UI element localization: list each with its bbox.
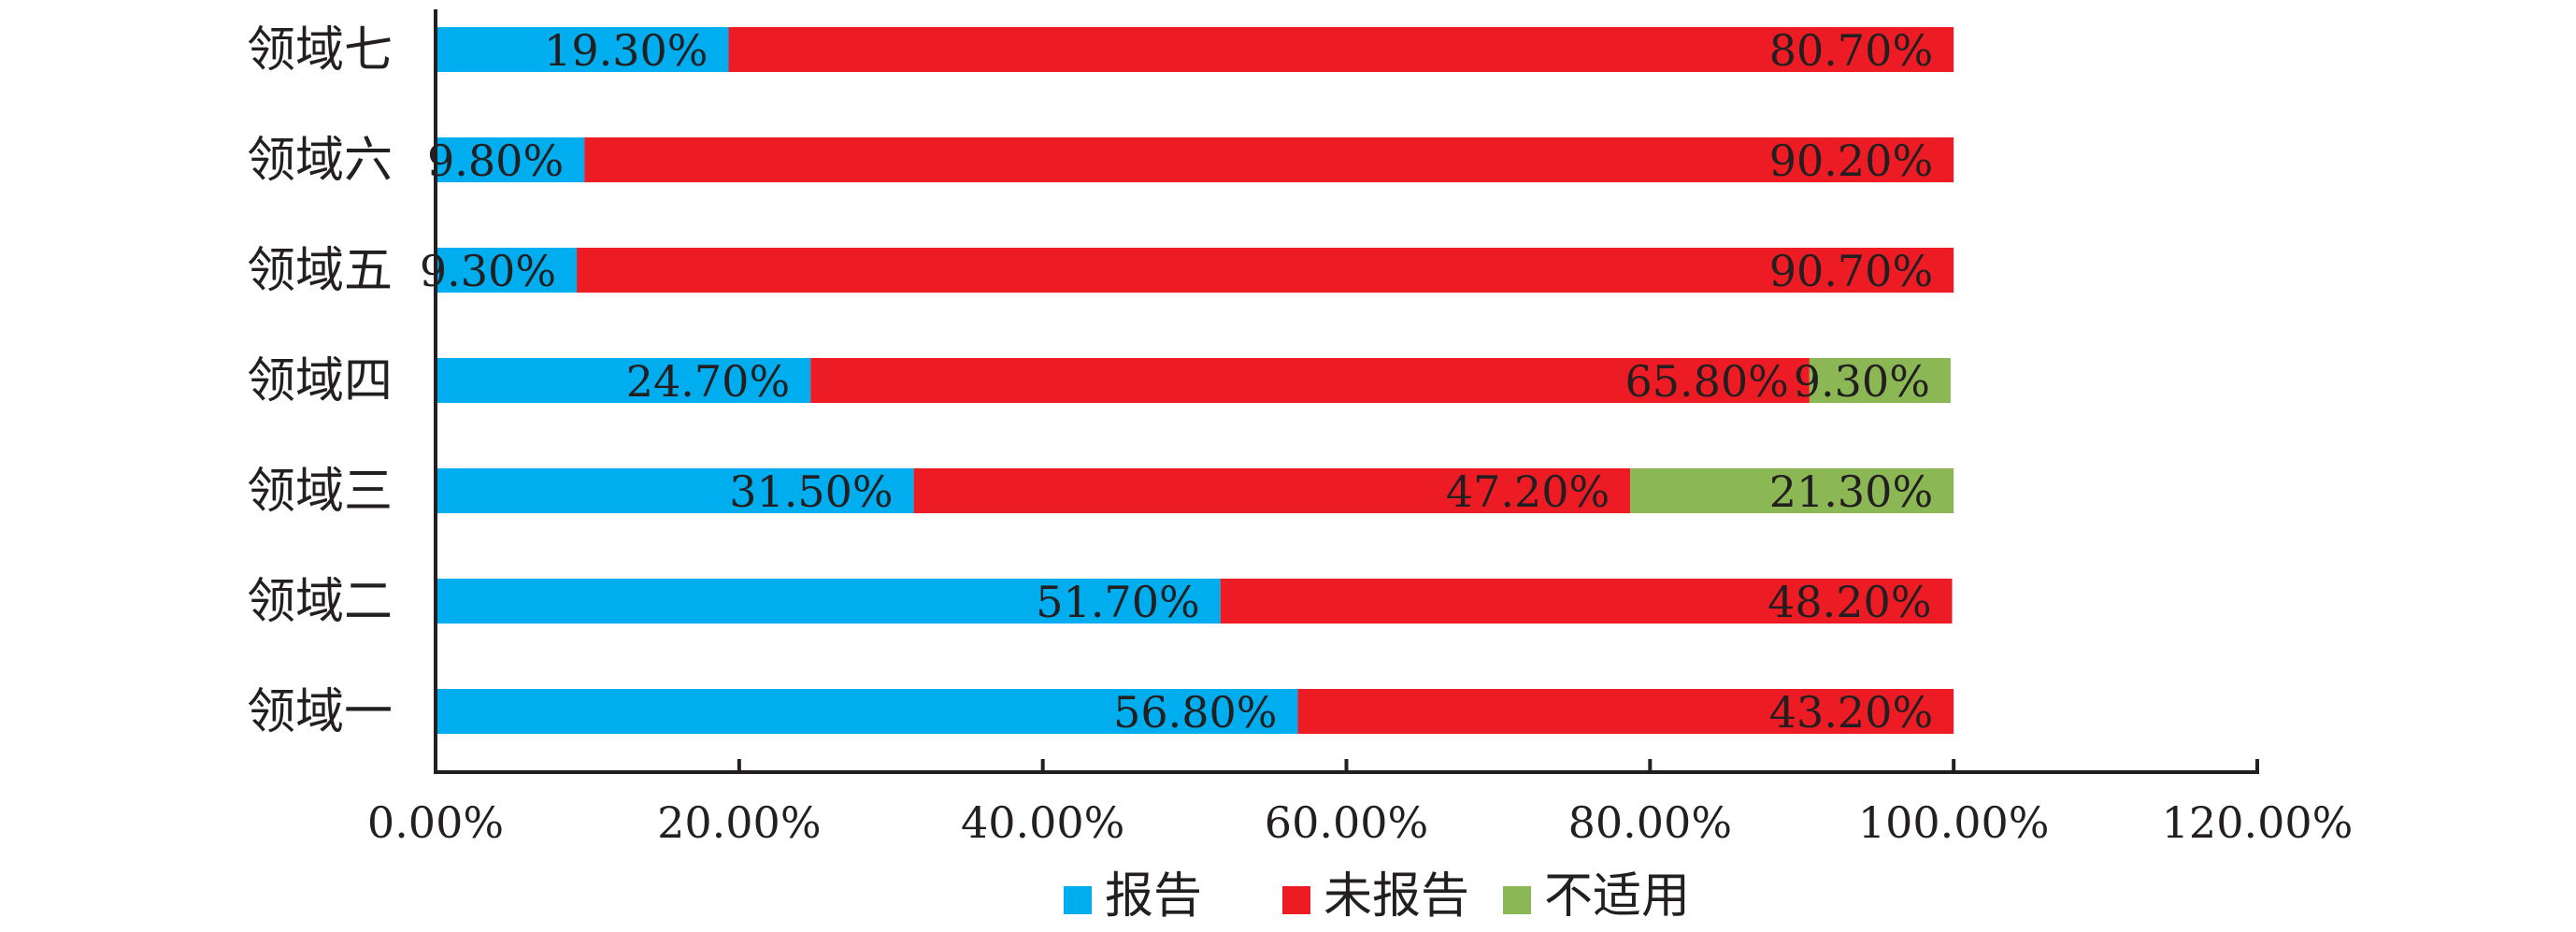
bar-segment	[810, 358, 1810, 403]
legend-item: 报告	[1064, 868, 1202, 925]
bar-segment	[1630, 468, 1954, 513]
legend-label: 未报告	[1324, 868, 1469, 925]
data-label: 51.70%	[1036, 577, 1199, 627]
bar-segment	[436, 27, 729, 72]
x-tick-label: 60.00%	[1265, 797, 1428, 848]
data-label: 47.20%	[1446, 466, 1610, 517]
data-label: 24.70%	[626, 356, 790, 407]
x-tick-label: 100.00%	[1858, 797, 2050, 848]
bar-segment	[1220, 579, 1953, 624]
legend-label: 报告	[1105, 868, 1202, 925]
data-label: 65.80%	[1624, 356, 1788, 407]
bar-segment	[436, 358, 811, 403]
data-label: 31.50%	[729, 466, 893, 517]
data-labels-layer: 19.30% 80.70% 9.80% 90.20% 9.30% 90.70% 24.70%…	[420, 25, 1933, 738]
x-tick-label: 20.00%	[657, 797, 821, 848]
bar-segment	[1297, 689, 1954, 734]
bar-segment	[436, 579, 1221, 624]
data-label: 43.20%	[1769, 687, 1933, 738]
category-label: 领域二	[247, 574, 393, 630]
data-label: 80.70%	[1769, 25, 1933, 76]
bar-segment	[913, 468, 1631, 513]
legend-swatch	[1064, 886, 1092, 914]
bar-segment	[436, 689, 1298, 734]
bars-layer	[436, 27, 1954, 734]
legend-item: 不适用	[1503, 868, 1690, 925]
x-tick-label: 0.00%	[367, 797, 504, 848]
data-label: 19.30%	[544, 25, 708, 76]
category-label: 领域六	[247, 133, 393, 189]
bar-segment	[577, 248, 1954, 293]
bar-segment	[436, 468, 914, 513]
legend-swatch	[1503, 886, 1531, 914]
bar-segment	[436, 248, 578, 293]
category-label: 领域四	[247, 353, 393, 409]
x-tick-label: 40.00%	[961, 797, 1124, 848]
category-label: 领域五	[247, 243, 393, 299]
legend: 报告 未报告 不适用	[1064, 868, 1690, 925]
bar-segment	[1809, 358, 1951, 403]
legend-label: 不适用	[1544, 868, 1690, 925]
bar-segment	[728, 27, 1954, 72]
data-label: 90.70%	[1769, 246, 1933, 296]
data-label: 56.80%	[1113, 687, 1277, 738]
data-label: 21.30%	[1769, 466, 1933, 517]
bar-segment	[436, 137, 585, 182]
data-label: 90.20%	[1769, 136, 1933, 186]
bar-segment	[584, 137, 1954, 182]
x-tick-label: 80.00%	[1568, 797, 1732, 848]
data-label: 9.30%	[1794, 356, 1930, 407]
legend-swatch	[1282, 886, 1310, 914]
category-label: 领域一	[247, 684, 393, 740]
x-tick-label: 120.00%	[2162, 797, 2354, 848]
category-label: 领域三	[247, 464, 393, 520]
data-label: 9.30%	[420, 246, 556, 296]
category-label: 领域七	[247, 22, 393, 79]
data-label: 48.20%	[1767, 577, 1931, 627]
legend-item: 未报告	[1282, 868, 1469, 925]
data-label: 9.80%	[427, 136, 564, 186]
